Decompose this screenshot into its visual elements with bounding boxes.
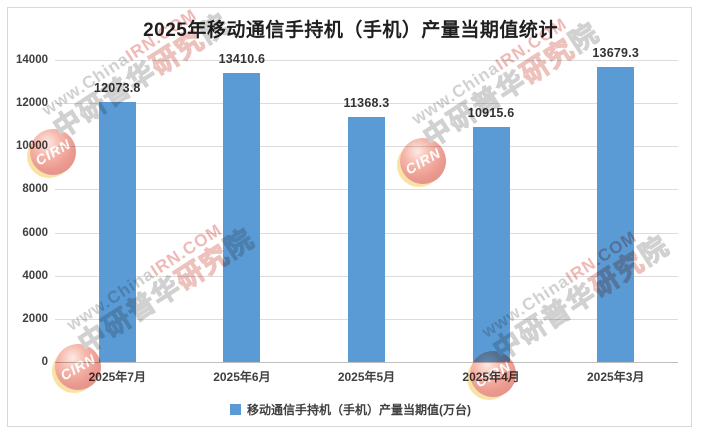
y-axis-tick-label: 0 (41, 356, 48, 368)
chart-title: 2025年移动通信手持机（手机）产量当期值统计 (143, 20, 558, 41)
y-axis-tick-label: 14000 (16, 54, 48, 66)
legend: 移动通信手持机（手机）产量当期值(万台) (0, 401, 701, 418)
grid-line (55, 60, 678, 61)
grid-line (55, 103, 678, 105)
x-axis-tick-label: 2025年7月 (88, 370, 146, 384)
bar (223, 72, 261, 362)
bar-value-label: 13410.6 (218, 51, 266, 66)
y-axis-tick-label: 4000 (22, 269, 48, 282)
y-axis-tick-label: 6000 (22, 226, 48, 239)
x-axis-tick-label: 2025年3月 (587, 370, 645, 384)
bar-value-label: 10915.6 (467, 105, 515, 120)
bar-value-label: 13679.3 (592, 45, 639, 60)
bar (348, 116, 385, 362)
y-axis-tick-label: 2000 (22, 312, 48, 325)
bar-value-label: 11368.3 (343, 95, 390, 110)
grid-line (55, 362, 678, 363)
bar (597, 66, 635, 362)
legend-label: 移动通信手持机（手机）产量当期值(万台) (247, 403, 471, 417)
x-axis-tick-label: 2025年6月 (213, 370, 271, 384)
bar (98, 101, 136, 362)
x-axis-tick-label: 2025年5月 (337, 370, 396, 384)
y-axis-tick-label: 12000 (16, 97, 48, 110)
y-axis-tick-label: 8000 (22, 183, 48, 196)
y-axis-tick-label: 10000 (16, 140, 48, 153)
legend-marker-swatch (230, 404, 241, 415)
bar-value-label: 12073.8 (94, 80, 141, 95)
bar (472, 126, 510, 362)
x-axis-tick-label: 2025年4月 (462, 370, 520, 384)
